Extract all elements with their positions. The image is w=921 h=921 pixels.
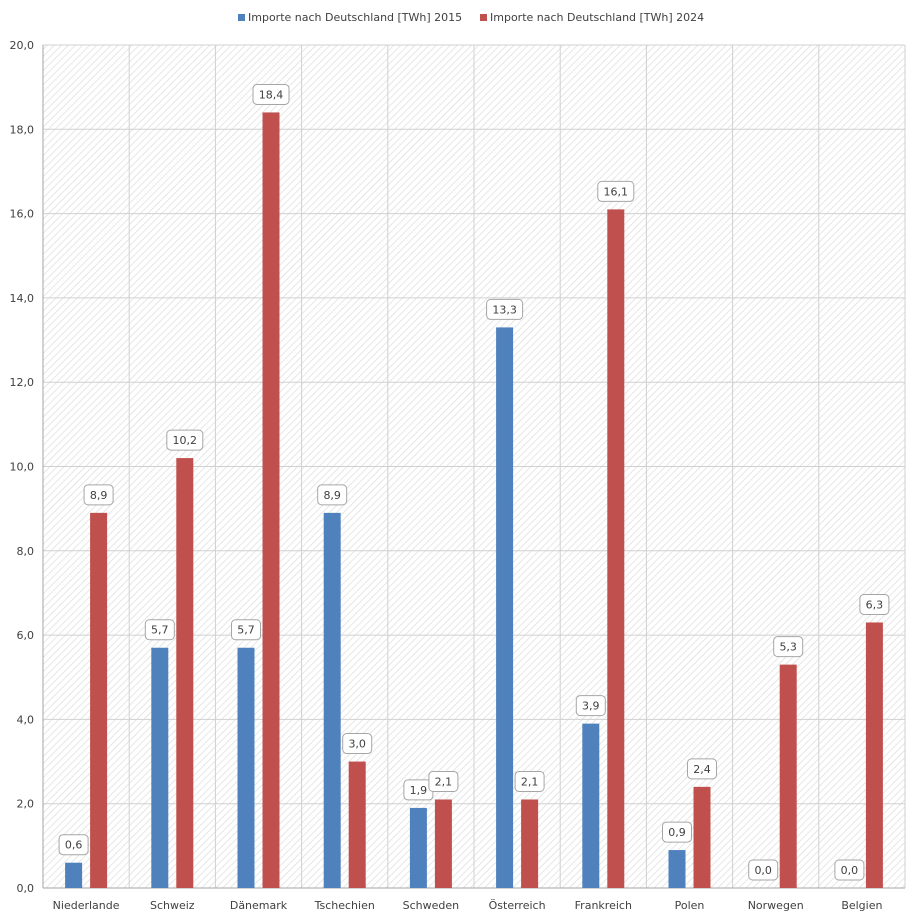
bar-series-2015[interactable]	[237, 647, 255, 888]
bar-series-2024[interactable]	[521, 799, 539, 888]
data-label-box	[486, 298, 524, 320]
data-label: 5,3	[779, 641, 797, 654]
bar-series-2015[interactable]	[668, 850, 686, 888]
bar-series-2024[interactable]	[607, 209, 625, 888]
x-tick-label: Norwegen	[748, 899, 804, 912]
x-tick-label: Tschechien	[314, 899, 375, 912]
y-tick-label: 2,0	[17, 798, 35, 811]
bar-series-2024[interactable]	[176, 458, 194, 888]
data-label: 0,0	[754, 864, 772, 877]
bar-series-2024[interactable]	[262, 112, 280, 888]
data-label-box	[514, 770, 545, 792]
data-label: 3,9	[582, 700, 600, 713]
data-label-box	[58, 834, 89, 856]
x-tick-label: Österreich	[489, 899, 546, 912]
x-tick-label: Dänemark	[230, 899, 288, 912]
data-label-box	[342, 733, 373, 755]
bar-series-2024[interactable]	[434, 799, 452, 888]
bar-series-2015[interactable]	[409, 807, 427, 888]
y-tick-label: 6,0	[17, 629, 35, 642]
data-label: 0,9	[668, 826, 686, 839]
data-label-box	[662, 821, 692, 843]
data-label: 0,6	[65, 839, 83, 852]
legend-swatch	[480, 14, 487, 21]
x-tick-label: Belgien	[841, 899, 882, 912]
data-label-box	[748, 859, 779, 881]
bar-series-2024[interactable]	[779, 664, 797, 888]
bar-series-2015[interactable]	[496, 327, 514, 888]
data-label-box	[231, 619, 261, 641]
data-label: 5,7	[151, 624, 169, 637]
data-label-box	[317, 484, 348, 506]
data-label: 0,0	[841, 864, 859, 877]
data-label-box	[83, 484, 114, 506]
y-tick-label: 12,0	[10, 376, 35, 389]
data-label-box	[687, 758, 717, 780]
legend-entry[interactable]: Importe nach Deutschland [TWh] 2024	[490, 11, 704, 24]
data-label: 8,9	[90, 489, 108, 502]
bar-series-2015[interactable]	[151, 647, 169, 888]
data-label: 16,1	[604, 185, 629, 198]
data-labels: 0,6 8,9 5,7 10,2 5,7 18,4 8,9 3,0 1,9 2,1 13,3 2,1 3…	[58, 83, 890, 881]
y-tick-label: 20,0	[10, 39, 35, 52]
data-label: 1,9	[410, 784, 428, 797]
data-label-box	[575, 695, 606, 717]
x-tick-label: Niederlande	[53, 899, 120, 912]
data-label: 13,3	[492, 303, 517, 316]
data-label: 2,1	[435, 775, 453, 788]
y-tick-label: 8,0	[17, 545, 35, 558]
legend[interactable]: Importe nach Deutschland [TWh] 2015 Impor…	[238, 11, 704, 24]
data-label-box	[166, 429, 204, 451]
data-label-box	[252, 83, 290, 105]
data-label-box	[773, 636, 804, 658]
bar-series-2024[interactable]	[693, 786, 711, 888]
y-tick-label: 4,0	[17, 713, 35, 726]
data-label: 18,4	[259, 88, 284, 101]
bar-series-2015[interactable]	[323, 512, 341, 888]
data-label: 2,4	[693, 763, 711, 776]
data-label: 3,0	[348, 738, 366, 751]
data-label: 10,2	[173, 434, 198, 447]
axes: 0,0 2,0 4,0 6,0 8,0 10,0 12,0 14,0 16,0 18,0 20,0 N…	[10, 39, 905, 912]
y-tick-label: 16,0	[10, 208, 35, 221]
data-label-box	[144, 619, 175, 641]
y-tick-label: 18,0	[10, 123, 35, 136]
x-tick-label: Frankreich	[575, 899, 632, 912]
legend-entry[interactable]: Importe nach Deutschland [TWh] 2015	[248, 11, 462, 24]
x-tick-label: Polen	[675, 899, 705, 912]
data-label-box	[834, 859, 865, 881]
data-label: 2,1	[521, 775, 539, 788]
bar-series-2024[interactable]	[90, 512, 108, 888]
data-label: 5,7	[237, 624, 255, 637]
y-tick-label: 10,0	[10, 461, 35, 474]
data-label-box	[597, 180, 635, 202]
bar-series-2024[interactable]	[865, 622, 883, 888]
legend-swatch	[238, 14, 245, 21]
x-tick-label: Schweden	[403, 899, 460, 912]
data-label-box	[428, 770, 459, 792]
data-label: 6,3	[866, 598, 884, 611]
data-label: 8,9	[323, 489, 341, 502]
y-tick-label: 14,0	[10, 292, 35, 305]
bars	[65, 112, 883, 888]
y-tick-label: 0,0	[17, 882, 35, 895]
data-label-box	[859, 593, 890, 615]
bar-series-2015[interactable]	[65, 862, 83, 888]
bar-series-2015[interactable]	[582, 723, 600, 888]
bar-series-2024[interactable]	[348, 761, 366, 888]
x-tick-label: Schweiz	[150, 899, 195, 912]
